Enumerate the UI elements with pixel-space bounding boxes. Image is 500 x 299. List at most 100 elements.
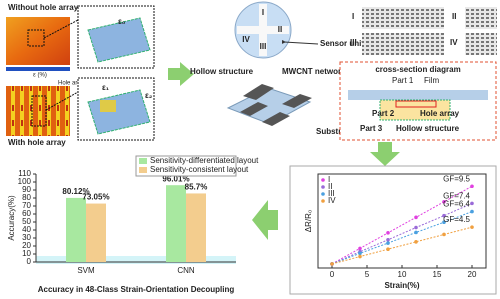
panel-id: III — [350, 38, 357, 47]
label: Substrate — [316, 127, 353, 136]
hole-array — [395, 100, 437, 108]
sensor-id: I — [262, 8, 264, 17]
sensor-id: IV — [242, 35, 250, 44]
hollow-layer — [379, 99, 451, 121]
y-tick-label: 40 — [22, 225, 31, 234]
y-tick-label: 70 — [22, 201, 31, 210]
legend-label: Sensitivity-consistent layout — [150, 165, 249, 174]
x-tick-label: CNN — [177, 266, 195, 275]
bar — [86, 203, 106, 262]
y-tick-label: 80 — [22, 193, 31, 202]
label: Hole array — [420, 109, 460, 118]
y-tick-label: 50 — [22, 217, 31, 226]
y-tick-label: 30 — [22, 233, 31, 242]
point — [386, 247, 390, 251]
point — [470, 184, 474, 189]
strain-map — [6, 86, 70, 136]
y-axis-label: Accuracy(%) — [7, 195, 16, 241]
y-tick-label: 20 — [22, 241, 31, 250]
sensor-arm — [240, 102, 268, 116]
label: Hole area — [58, 81, 85, 87]
point — [442, 220, 446, 225]
panel — [465, 33, 497, 55]
label: Part 2 — [372, 109, 395, 118]
point — [358, 251, 362, 256]
x-tick-label: 5 — [365, 270, 370, 279]
y-tick-label: 60 — [22, 209, 31, 218]
label: Without hole array — [8, 3, 79, 12]
axis-label: ε (%) — [33, 73, 47, 79]
annotation: GF=4.5 — [443, 215, 470, 224]
label: ε₂ — [145, 91, 153, 100]
sensor-id: III — [260, 42, 267, 51]
panel — [362, 7, 444, 29]
point — [414, 240, 418, 244]
legend-box — [135, 155, 237, 177]
legend-label: I — [328, 175, 330, 184]
film — [87, 17, 151, 63]
series-line — [331, 226, 473, 265]
annotation: GF=6.4 — [443, 200, 470, 209]
legend-label: IV — [328, 196, 336, 205]
chart-frame — [289, 165, 497, 295]
label: Part 1 — [392, 76, 414, 85]
bar — [66, 197, 86, 262]
label: Part 3 — [360, 124, 383, 133]
zoom-box — [31, 95, 47, 127]
panel-id: I — [352, 12, 354, 21]
legend-label: Sensitivity-differentiated layout — [150, 156, 259, 165]
connector — [43, 19, 79, 39]
point — [358, 246, 362, 251]
point — [386, 241, 390, 245]
point — [470, 201, 474, 206]
panel-id: IV — [450, 38, 458, 47]
value-label: 80.12% — [62, 187, 89, 196]
annotation: GF=9.5 — [443, 174, 470, 183]
y-tick-label: 90 — [22, 185, 31, 194]
sensor-arm — [282, 94, 312, 108]
series-line — [331, 211, 473, 265]
value-label: 85.7% — [185, 183, 208, 192]
label: MWCNT network — [282, 67, 346, 76]
sensor-arm — [243, 84, 274, 100]
point — [442, 199, 446, 204]
legend-label: III — [328, 189, 335, 198]
strain-map — [6, 17, 70, 65]
arrow — [168, 62, 194, 86]
point — [442, 232, 446, 237]
connector — [45, 91, 79, 111]
value-label: 96.01% — [162, 174, 189, 183]
series-line — [331, 185, 473, 265]
legend-label: II — [328, 182, 332, 191]
bar — [166, 185, 186, 262]
x-tick-label: 0 — [330, 270, 335, 279]
label: Hollow structure — [396, 124, 460, 133]
x-axis-label: Strain(%) — [384, 281, 419, 290]
point — [330, 262, 334, 266]
x-tick-label: 10 — [398, 270, 407, 279]
label: Film — [424, 76, 439, 85]
value-label: 73.05% — [82, 193, 109, 202]
panel — [465, 7, 497, 29]
hole — [100, 100, 116, 112]
legend-marker — [321, 185, 325, 189]
label: cross-section diagram — [375, 65, 460, 74]
annotation: GF=7.4 — [443, 192, 470, 201]
point — [358, 254, 362, 259]
series-line — [331, 202, 473, 265]
point — [414, 225, 418, 230]
legend-marker — [321, 192, 325, 196]
line-chart: 0 5 10 15 20 Strain(%) ΔR/R₀ GF=9.5 I GF=7.4 II GF=… — [304, 173, 487, 290]
y-tick-label: 100 — [18, 177, 32, 186]
y-tick-label: 110 — [18, 169, 31, 178]
colorbar — [6, 67, 70, 71]
arrow — [252, 200, 278, 240]
label: ε₁ — [102, 83, 110, 92]
label: Hollow structure — [190, 67, 254, 76]
y-tick-label: 10 — [22, 249, 31, 258]
legend-marker — [321, 199, 325, 203]
x-tick-label: 15 — [433, 270, 442, 279]
x-tick-label: SVM — [77, 266, 95, 275]
